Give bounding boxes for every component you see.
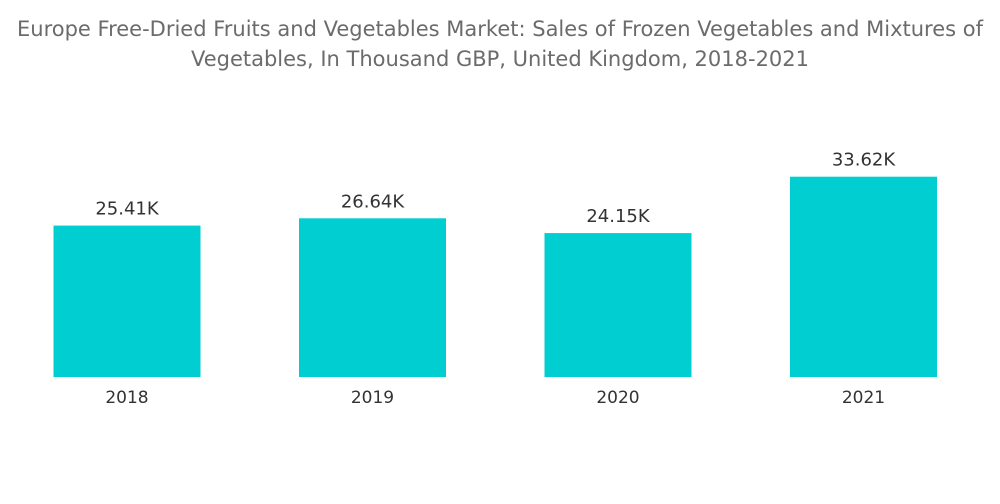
bar-2021: [790, 176, 937, 377]
x-tick-label-2019: 2019: [351, 388, 394, 408]
data-label-2020: 24.15K: [586, 206, 651, 227]
x-tick-label-2018: 2018: [105, 388, 148, 408]
data-label-2021: 33.62K: [832, 150, 897, 171]
chart-title: Europe Free-Dried Fruits and Vegetables …: [0, 14, 1000, 74]
chart-title-line-1: Europe Free-Dried Fruits and Vegetables …: [17, 17, 983, 41]
data-label-2018: 25.41K: [95, 199, 160, 220]
bar-2019: [299, 218, 446, 377]
bar-2018: [53, 225, 201, 377]
data-label-2019: 26.64K: [341, 191, 406, 212]
x-tick-label-2020: 2020: [596, 388, 639, 408]
x-tick-label-2021: 2021: [842, 388, 885, 408]
bar-2020: [544, 233, 692, 377]
chart-title-line-2: Vegetables, In Thousand GBP, United King…: [190, 47, 810, 71]
